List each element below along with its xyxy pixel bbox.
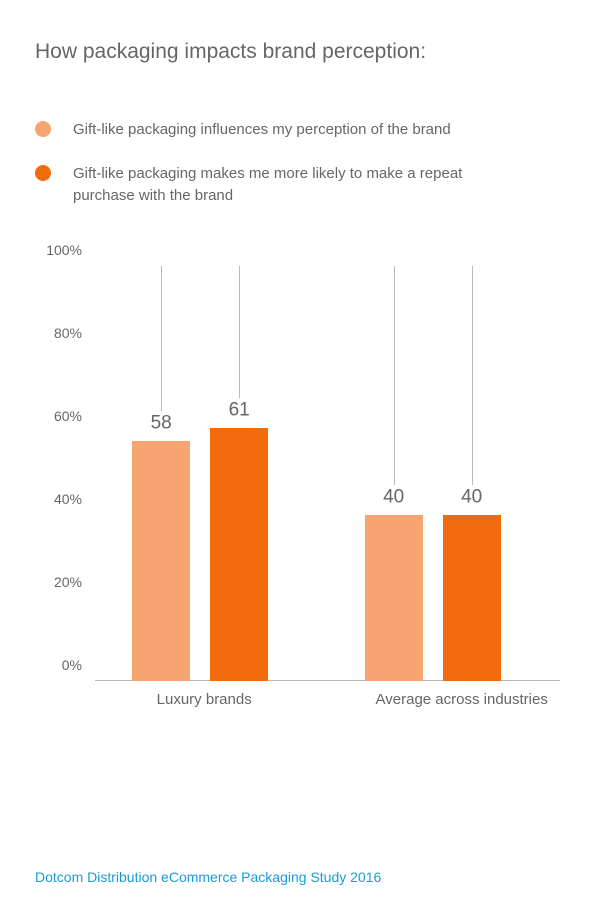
bar-value-label: 40 [443,487,501,509]
guide-line [472,266,473,485]
legend-label: Gift-like packaging makes me more likely… [73,163,473,207]
legend-item: Gift-like packaging influences my percep… [35,119,565,141]
legend-swatch [35,121,51,137]
y-tick-label: 100% [46,242,82,258]
bar-value-label: 61 [210,400,268,422]
y-tick-label: 60% [54,408,82,424]
x-axis-label: Average across industries [376,691,548,708]
guide-line [239,266,240,398]
guide-line [394,266,395,485]
legend-label: Gift-like packaging influences my percep… [73,119,451,141]
chart-title: How packaging impacts brand perception: [35,40,565,64]
bar: 40 [443,515,501,681]
y-tick-label: 0% [62,657,82,673]
bar-value-label: 58 [132,412,190,434]
y-tick-label: 20% [54,574,82,590]
plot-area: 58614040 [95,266,560,681]
bar: 61 [210,428,268,681]
y-tick-label: 80% [54,325,82,341]
bar: 40 [365,515,423,681]
legend-swatch [35,165,51,181]
legend-item: Gift-like packaging makes me more likely… [35,163,565,207]
bar: 58 [132,441,190,682]
bar-chart: 0%20%40%60%80%100% 58614040 Luxury brand… [45,266,560,736]
legend: Gift-like packaging influences my percep… [35,119,565,206]
y-tick-label: 40% [54,491,82,507]
bar-value-label: 40 [365,487,423,509]
guide-line [161,266,162,410]
x-axis-label: Luxury brands [157,691,252,708]
source-attribution: Dotcom Distribution eCommerce Packaging … [35,869,381,885]
y-axis: 0%20%40%60%80%100% [45,266,90,681]
